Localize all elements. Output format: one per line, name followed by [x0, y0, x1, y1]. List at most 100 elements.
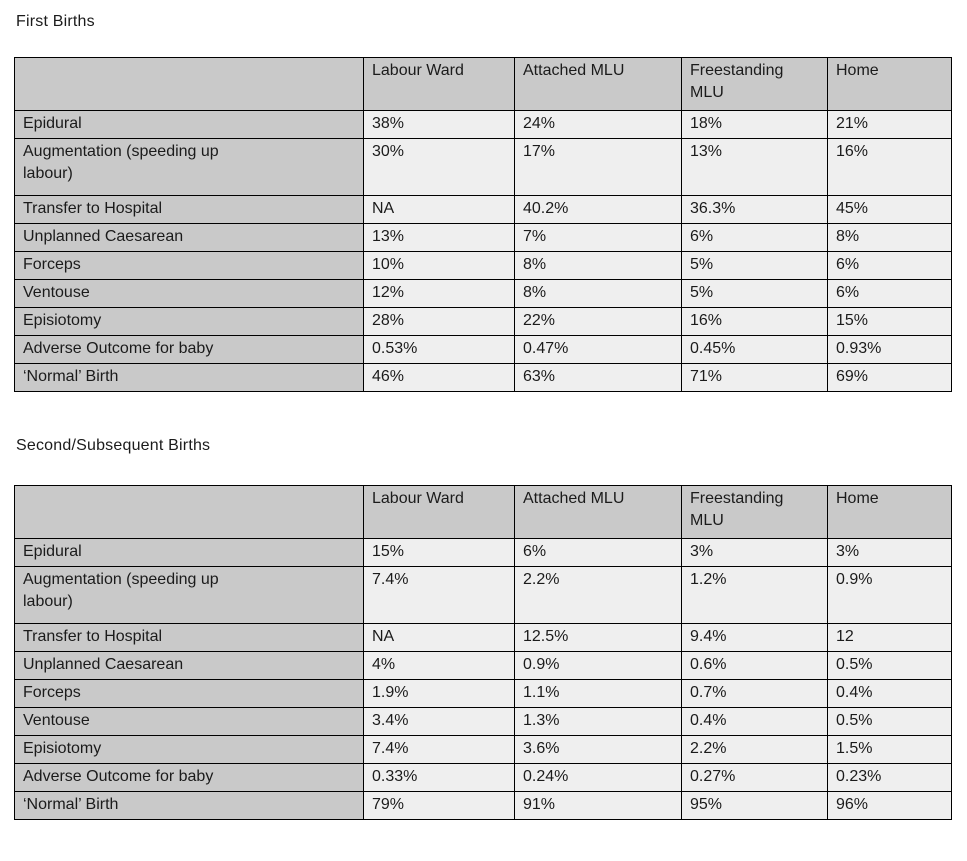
table-row-adverse-outcome: Adverse Outcome for baby 0.33% 0.24% 0.2… [14, 763, 952, 792]
value-cell: 45% [827, 195, 952, 224]
value-cell: 0.24% [514, 763, 682, 792]
section-title-second-births: Second/Subsequent Births [16, 437, 211, 454]
value-cell: 12 [827, 623, 952, 652]
table-row-epidural: Epidural 15% 6% 3% 3% [14, 538, 952, 567]
value-cell: 71% [681, 363, 828, 392]
table-row-ventouse: Ventouse 3.4% 1.3% 0.4% 0.5% [14, 707, 952, 736]
header-cell-attached-mlu: Attached MLU [514, 485, 682, 539]
value-cell: 2.2% [681, 735, 828, 764]
value-cell: 0.47% [514, 335, 682, 364]
value-cell: 5% [681, 279, 828, 308]
value-cell: 3% [827, 538, 952, 567]
value-cell: 7.4% [363, 566, 515, 624]
value-cell: 0.33% [363, 763, 515, 792]
value-cell: 0.9% [514, 651, 682, 680]
value-cell: 95% [681, 791, 828, 820]
row-label-cell: Adverse Outcome for baby [14, 763, 364, 792]
section-title-first-births: First Births [16, 13, 95, 30]
table-row-epidural: Epidural 38% 24% 18% 21% [14, 110, 952, 139]
value-cell: 63% [514, 363, 682, 392]
value-cell: 0.9% [827, 566, 952, 624]
row-label-cell: Adverse Outcome for baby [14, 335, 364, 364]
value-cell: 0.5% [827, 651, 952, 680]
table-row-episiotomy: Episiotomy 28% 22% 16% 15% [14, 307, 952, 336]
header-cell-attached-mlu: Attached MLU [514, 57, 682, 111]
row-label-cell: ‘Normal’ Birth [14, 791, 364, 820]
value-cell: 21% [827, 110, 952, 139]
value-cell: 13% [363, 223, 515, 252]
value-cell: NA [363, 195, 515, 224]
header-cell-home: Home [827, 485, 952, 539]
table-row-episiotomy: Episiotomy 7.4% 3.6% 2.2% 1.5% [14, 735, 952, 764]
value-cell: 15% [827, 307, 952, 336]
row-label-cell: Transfer to Hospital [14, 623, 364, 652]
value-cell: 6% [827, 251, 952, 280]
row-label-cell: Ventouse [14, 279, 364, 308]
table-row-adverse-outcome: Adverse Outcome for baby 0.53% 0.47% 0.4… [14, 335, 952, 364]
header-row: Labour Ward Attached MLU Freestanding ML… [14, 485, 952, 539]
value-cell: 9.4% [681, 623, 828, 652]
value-cell: 38% [363, 110, 515, 139]
value-cell: 12% [363, 279, 515, 308]
value-cell: 8% [514, 251, 682, 280]
value-cell: 3.6% [514, 735, 682, 764]
table-row-unplanned-caesarean: Unplanned Caesarean 13% 7% 6% 8% [14, 223, 952, 252]
value-cell: 8% [827, 223, 952, 252]
value-cell: 2.2% [514, 566, 682, 624]
table-row-normal-birth: ‘Normal’ Birth 79% 91% 95% 96% [14, 791, 952, 820]
value-cell: 1.1% [514, 679, 682, 708]
value-cell: 15% [363, 538, 515, 567]
value-cell: 40.2% [514, 195, 682, 224]
value-cell: 91% [514, 791, 682, 820]
value-cell: NA [363, 623, 515, 652]
table-row-augmentation: Augmentation (speeding up labour) 30% 17… [14, 138, 952, 196]
document-page: First Births Labour Ward Attached MLU Fr… [14, 13, 952, 820]
row-label-cell: Episiotomy [14, 307, 364, 336]
value-cell: 16% [827, 138, 952, 196]
value-cell: 3% [681, 538, 828, 567]
value-cell: 30% [363, 138, 515, 196]
row-label-cell: Epidural [14, 110, 364, 139]
value-cell: 22% [514, 307, 682, 336]
header-cell-freestanding-mlu: Freestanding MLU [681, 485, 828, 539]
value-cell: 96% [827, 791, 952, 820]
table-row-forceps: Forceps 10% 8% 5% 6% [14, 251, 952, 280]
value-cell: 13% [681, 138, 828, 196]
value-cell: 3.4% [363, 707, 515, 736]
value-cell: 6% [827, 279, 952, 308]
row-label-cell: Unplanned Caesarean [14, 651, 364, 680]
second-births-table: Labour Ward Attached MLU Freestanding ML… [14, 485, 952, 820]
value-cell: 18% [681, 110, 828, 139]
corner-header-cell [14, 485, 364, 539]
value-cell: 8% [514, 279, 682, 308]
corner-header-cell [14, 57, 364, 111]
row-label-cell: Unplanned Caesarean [14, 223, 364, 252]
value-cell: 7.4% [363, 735, 515, 764]
value-cell: 12.5% [514, 623, 682, 652]
table-row-transfer: Transfer to Hospital NA 12.5% 9.4% 12 [14, 623, 952, 652]
table-row-augmentation: Augmentation (speeding up labour) 7.4% 2… [14, 566, 952, 624]
value-cell: 0.7% [681, 679, 828, 708]
header-cell-freestanding-mlu: Freestanding MLU [681, 57, 828, 111]
row-label-cell: Episiotomy [14, 735, 364, 764]
value-cell: 0.45% [681, 335, 828, 364]
value-cell: 0.6% [681, 651, 828, 680]
table-row-ventouse: Ventouse 12% 8% 5% 6% [14, 279, 952, 308]
value-cell: 28% [363, 307, 515, 336]
row-label-cell: Transfer to Hospital [14, 195, 364, 224]
value-cell: 46% [363, 363, 515, 392]
value-cell: 10% [363, 251, 515, 280]
row-label-cell: Augmentation (speeding up labour) [14, 566, 364, 624]
header-row: Labour Ward Attached MLU Freestanding ML… [14, 57, 952, 111]
value-cell: 0.27% [681, 763, 828, 792]
header-cell-labour-ward: Labour Ward [363, 57, 515, 111]
row-label-cell: Forceps [14, 679, 364, 708]
value-cell: 0.4% [681, 707, 828, 736]
value-cell: 36.3% [681, 195, 828, 224]
value-cell: 6% [514, 538, 682, 567]
value-cell: 17% [514, 138, 682, 196]
value-cell: 7% [514, 223, 682, 252]
value-cell: 24% [514, 110, 682, 139]
row-label-cell: ‘Normal’ Birth [14, 363, 364, 392]
value-cell: 16% [681, 307, 828, 336]
